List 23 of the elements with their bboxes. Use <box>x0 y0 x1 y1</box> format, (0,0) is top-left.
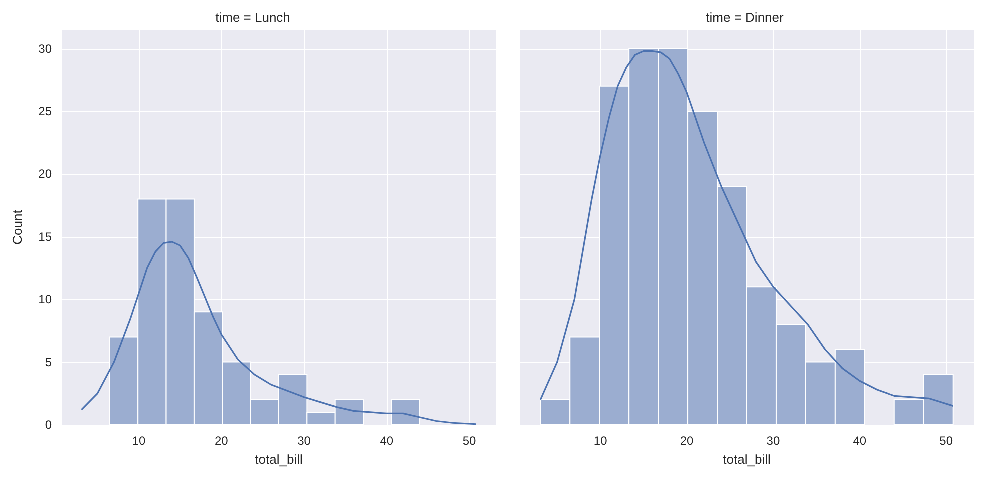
x-tick-label: 20 <box>214 434 229 448</box>
x-tick-label: 30 <box>766 434 780 448</box>
x-tick-label: 10 <box>594 434 608 448</box>
x-tick-label: 10 <box>132 434 146 448</box>
x-tick-label: 20 <box>680 434 694 448</box>
y-tick-label: 20 <box>38 167 52 182</box>
y-axis-title: Count <box>10 210 25 245</box>
chart-title: time = Lunch <box>216 10 290 25</box>
chart-title: time = Dinner <box>706 10 785 25</box>
y-tick-label: 10 <box>38 292 52 307</box>
x-tick-label: 30 <box>298 434 312 448</box>
y-tick-label: 15 <box>38 230 52 244</box>
y-tick-label: 25 <box>38 104 52 119</box>
x-tick-label: 40 <box>380 434 394 448</box>
y-tick-label: 0 <box>45 418 52 432</box>
x-axis-title: total_bill <box>255 452 303 467</box>
line-series <box>80 241 478 426</box>
x-tick-label: 50 <box>462 434 477 448</box>
y-tick-label: 5 <box>45 355 52 370</box>
x-tick-label: 40 <box>853 434 867 448</box>
x-tick-label: 50 <box>940 434 954 448</box>
y-tick-label: 30 <box>38 42 52 56</box>
x-axis-title: total_bill <box>723 452 771 467</box>
